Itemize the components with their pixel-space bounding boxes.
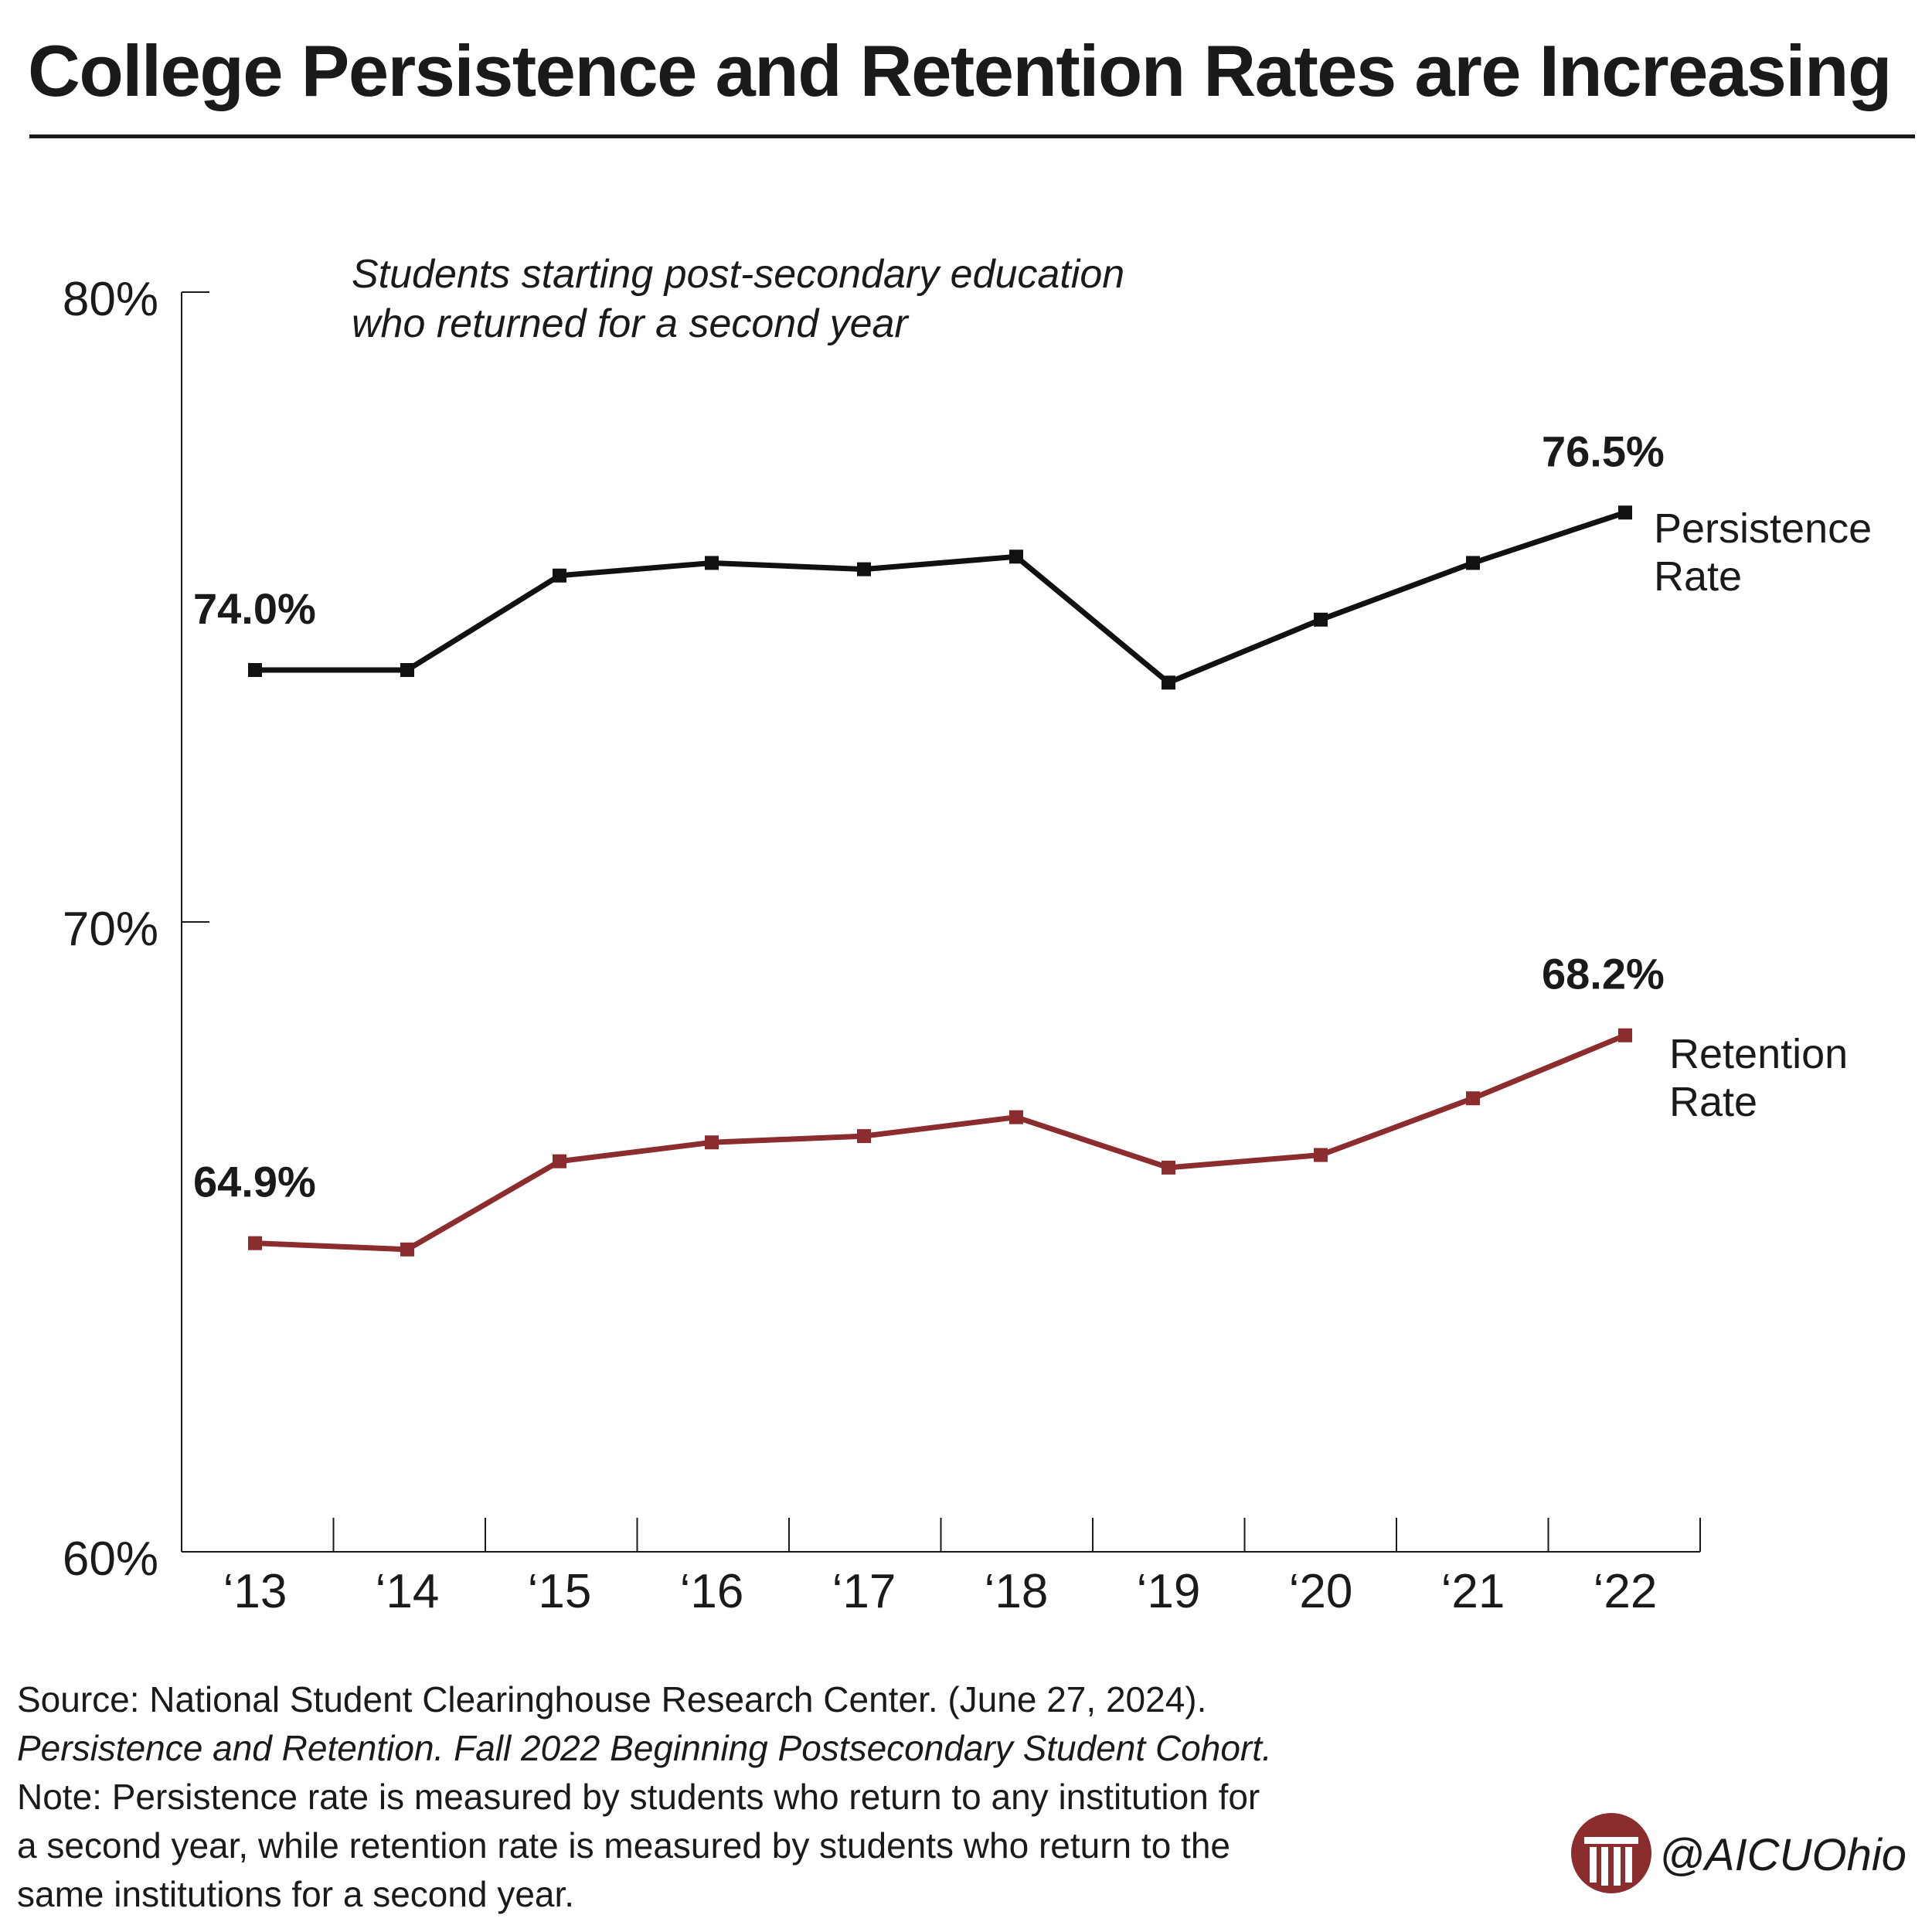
note-line-1: Note: Persistence rate is measured by st… — [17, 1777, 1260, 1817]
retention-point — [1466, 1091, 1480, 1106]
brand-handle: @AICUOhio — [1659, 1830, 1906, 1880]
persistence-data-label: 76.5% — [1542, 427, 1665, 475]
persistence-line — [255, 509, 1627, 686]
retention-data-label: 68.2% — [1542, 950, 1665, 998]
retention-point — [1009, 1110, 1023, 1124]
chart-series: 74.0%76.5%PersistenceRate64.9%68.2%Reten… — [193, 427, 1872, 1257]
retention-point — [1314, 1148, 1328, 1162]
retention-series-name: Retention — [1669, 1031, 1848, 1077]
retention-point — [248, 1236, 262, 1250]
annotation-line: who returned for a second year — [352, 301, 910, 346]
retention-point — [857, 1129, 871, 1144]
x-tick-label: ‘18 — [985, 1565, 1049, 1618]
y-tick-label: 80% — [63, 273, 158, 326]
y-tick-label: 60% — [63, 1532, 158, 1586]
annotation-line: Students starting post-secondary educati… — [352, 252, 1124, 297]
persistence-point — [1009, 549, 1023, 564]
source-note: Source: National Student Clearinghouse R… — [17, 1675, 1272, 1919]
chart-annotation: Students starting post-secondary educati… — [352, 252, 1124, 346]
retention-point — [1162, 1160, 1175, 1175]
x-tick-label: ‘22 — [1594, 1565, 1658, 1618]
persistence-point — [1618, 505, 1632, 520]
persistence-data-label: 74.0% — [193, 584, 316, 633]
persistence-series-name: Rate — [1654, 553, 1742, 600]
x-axis-ticks: ‘13 ‘14 ‘15 ‘16 ‘17 ‘18 ‘19 ‘20 ‘21 ‘22 — [223, 1518, 1701, 1618]
x-tick-label: ‘20 — [1289, 1565, 1353, 1618]
chart-axes — [181, 292, 1700, 1553]
note-line-2: a second year, while retention rate is m… — [17, 1825, 1230, 1866]
x-tick-label: ‘13 — [223, 1565, 287, 1618]
source-line-1: Source: National Student Clearinghouse R… — [17, 1679, 1207, 1719]
y-tick-label: 70% — [63, 903, 158, 956]
column-logo-icon — [1571, 1813, 1651, 1893]
chart-title: College Persistence and Retention Rates … — [28, 30, 1892, 111]
retention-point — [400, 1242, 414, 1257]
title-rule — [29, 134, 1915, 138]
retention-line — [254, 1032, 1627, 1253]
persistence-point — [553, 568, 566, 583]
x-tick-label: ‘17 — [832, 1565, 896, 1618]
persistence-point — [400, 663, 414, 677]
persistence-point — [248, 663, 262, 677]
brand-footer: @AICUOhio — [1569, 1797, 1909, 1920]
persistence-series-name: Persistence — [1654, 505, 1872, 552]
x-tick-label: ‘21 — [1441, 1565, 1505, 1618]
retention-series-name: Rate — [1669, 1079, 1757, 1125]
persistence-point — [857, 562, 871, 577]
source-line-2: Persistence and Retention. Fall 2022 Beg… — [17, 1728, 1272, 1768]
retention-data-label: 64.9% — [193, 1158, 316, 1206]
retention-point — [1618, 1028, 1632, 1043]
note-line-3: same institutions for a second year. — [17, 1874, 575, 1914]
retention-point — [553, 1154, 566, 1168]
persistence-point — [1162, 675, 1175, 690]
x-tick-label: ‘14 — [376, 1565, 440, 1618]
persistence-point — [1314, 612, 1328, 627]
persistence-point — [705, 556, 719, 570]
retention-point — [705, 1135, 719, 1150]
x-tick-label: ‘15 — [528, 1565, 592, 1618]
x-tick-label: ‘16 — [680, 1565, 744, 1618]
x-tick-label: ‘19 — [1137, 1565, 1201, 1618]
y-axis-ticks: 80% 70% 60% — [63, 273, 209, 1586]
persistence-point — [1466, 556, 1480, 570]
